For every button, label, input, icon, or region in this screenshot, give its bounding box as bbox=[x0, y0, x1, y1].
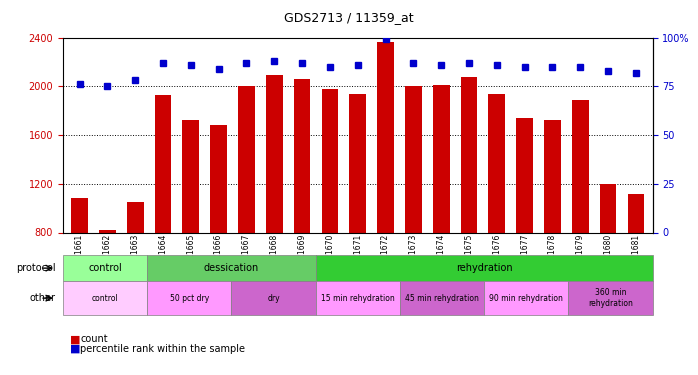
Text: dry: dry bbox=[267, 294, 280, 303]
Bar bbox=[377, 42, 394, 330]
Text: control: control bbox=[91, 294, 119, 303]
Bar bbox=[600, 184, 616, 330]
Bar bbox=[71, 198, 88, 330]
Text: control: control bbox=[88, 263, 122, 273]
Text: ■: ■ bbox=[70, 334, 80, 344]
Text: 45 min rehydration: 45 min rehydration bbox=[405, 294, 479, 303]
Bar bbox=[99, 230, 116, 330]
Text: ■: ■ bbox=[70, 344, 80, 354]
Text: dessication: dessication bbox=[204, 263, 259, 273]
Bar bbox=[489, 94, 505, 330]
Bar bbox=[628, 194, 644, 330]
Bar bbox=[433, 85, 450, 330]
Bar bbox=[461, 76, 477, 330]
Bar bbox=[294, 79, 311, 330]
Text: 90 min rehydration: 90 min rehydration bbox=[489, 294, 563, 303]
Text: rehydration: rehydration bbox=[456, 263, 512, 273]
Bar bbox=[517, 118, 533, 330]
Text: GDS2713 / 11359_at: GDS2713 / 11359_at bbox=[284, 11, 414, 24]
Bar bbox=[127, 202, 144, 330]
Text: percentile rank within the sample: percentile rank within the sample bbox=[80, 344, 245, 354]
Text: 360 min
rehydration: 360 min rehydration bbox=[588, 288, 633, 308]
Bar bbox=[350, 94, 366, 330]
Text: 50 pct dry: 50 pct dry bbox=[170, 294, 209, 303]
Bar bbox=[210, 125, 227, 330]
Bar bbox=[572, 100, 588, 330]
Text: other: other bbox=[30, 293, 56, 303]
Text: count: count bbox=[80, 334, 108, 344]
Text: protocol: protocol bbox=[16, 263, 56, 273]
Bar bbox=[405, 86, 422, 330]
Bar bbox=[266, 75, 283, 330]
Bar bbox=[155, 95, 171, 330]
Bar bbox=[238, 86, 255, 330]
Bar bbox=[322, 89, 339, 330]
Bar bbox=[182, 120, 199, 330]
Text: 15 min rehydration: 15 min rehydration bbox=[321, 294, 394, 303]
Bar bbox=[544, 120, 560, 330]
